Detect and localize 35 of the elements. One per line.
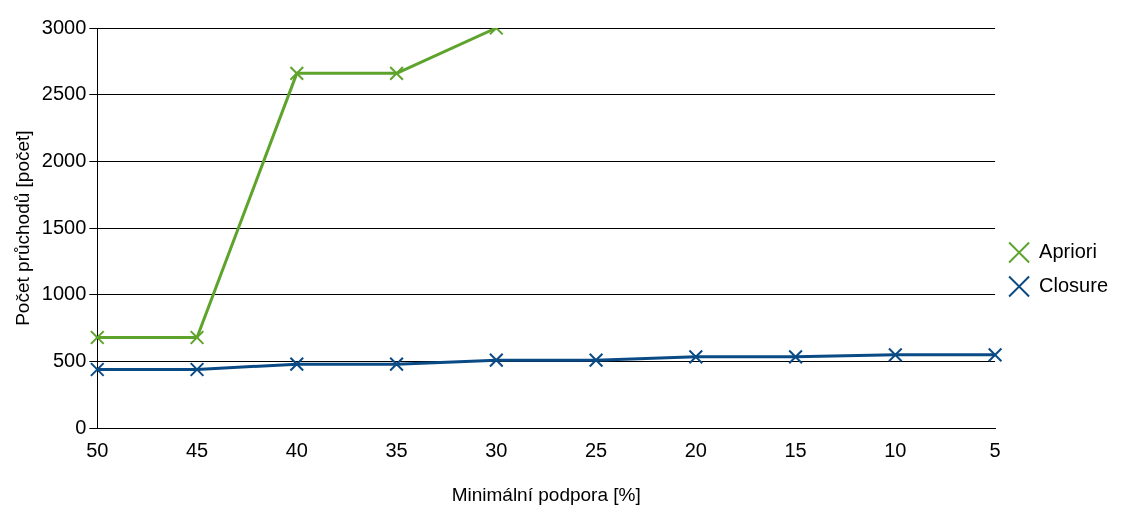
x-tick-label: 35	[385, 438, 408, 461]
y-tick-label: 3000	[41, 15, 87, 38]
x-axis-title: Minimální podpora [%]	[451, 483, 641, 505]
x-tick-label: 50	[86, 438, 109, 461]
point	[389, 356, 404, 372]
y-tick-label: 0	[75, 415, 87, 438]
point	[89, 362, 105, 377]
point	[89, 330, 105, 345]
point	[289, 65, 305, 81]
point	[887, 347, 903, 363]
point	[588, 352, 604, 368]
x-tick-label: 10	[884, 438, 907, 461]
x-tick-label: 20	[684, 438, 707, 461]
y-tick-label: 2500	[41, 82, 87, 105]
point	[488, 352, 504, 368]
legend-label: Apriori	[1039, 240, 1097, 263]
y-tick-label: 500	[52, 349, 87, 372]
x-tick-label: 45	[185, 438, 209, 461]
point	[688, 349, 704, 365]
y-axis-title: Počet průchodů [počet]	[11, 130, 33, 326]
x-tick-label: 40	[285, 438, 308, 461]
x-tick-label: 5	[989, 438, 1001, 461]
x-tick-label: 25	[584, 438, 608, 461]
y-tick-label: 1500	[41, 215, 87, 238]
point	[289, 356, 305, 372]
point	[788, 349, 803, 365]
x-tick-label: 30	[485, 438, 508, 461]
y-tick-label: 1000	[41, 282, 87, 305]
point	[189, 362, 205, 377]
x-tick-label: 15	[784, 438, 807, 461]
point	[987, 347, 1003, 363]
y-tick-label: 2000	[41, 148, 87, 171]
point	[189, 330, 205, 345]
point	[389, 65, 404, 81]
legend-label: Closure	[1039, 274, 1109, 297]
